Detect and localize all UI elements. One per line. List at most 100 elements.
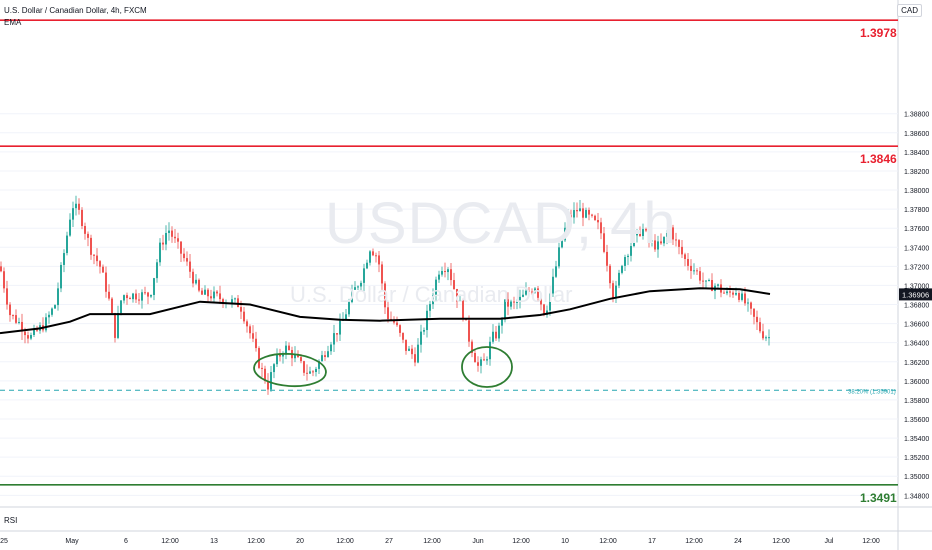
time-tick-label: 12:00 [336, 538, 354, 545]
candle-body [378, 255, 380, 265]
candle-body [330, 344, 332, 352]
candle-body [336, 333, 338, 335]
time-tick-label: 12:00 [685, 538, 703, 545]
price-tick-label: 1.36800 [904, 303, 929, 310]
candle-body [492, 331, 494, 342]
candle-body [537, 288, 539, 298]
candle-body [156, 262, 158, 279]
candle-body [81, 209, 83, 227]
candle-body [105, 272, 107, 292]
candle-body [279, 353, 281, 357]
candle-body [486, 359, 488, 361]
candle-body [645, 229, 647, 231]
candle-body [723, 292, 725, 294]
symbol-title[interactable]: U.S. Dollar / Canadian Dollar, 4h, FXCM [4, 6, 147, 15]
time-tick-label: 12:00 [512, 538, 530, 545]
candle-body [117, 312, 119, 338]
candle-body [603, 233, 605, 252]
candle-body [612, 283, 614, 299]
time-tick-label: 12:00 [862, 538, 880, 545]
candle-body [339, 320, 341, 335]
time-tick-label: 12:00 [161, 538, 179, 545]
price-tick-label: 1.38400 [904, 150, 929, 157]
candle-body [708, 280, 710, 282]
candle-body [639, 229, 641, 236]
candle-body [768, 337, 770, 339]
candle-body [702, 280, 704, 282]
candle-body [111, 298, 113, 313]
candle-body [447, 269, 449, 273]
time-tick-label: 10 [561, 538, 569, 545]
candle-body [729, 291, 731, 293]
price-tick-label: 1.37000 [904, 283, 929, 290]
candle-body [231, 299, 233, 303]
candle-body [165, 232, 167, 245]
candle-body [48, 314, 50, 318]
candle-body [204, 289, 206, 295]
candle-body [114, 312, 116, 338]
candle-body [693, 270, 695, 272]
candle-body [177, 238, 179, 242]
candle-body [558, 247, 560, 267]
candle-body [432, 295, 434, 305]
candle-body [264, 368, 266, 382]
candle-body [243, 311, 245, 322]
candle-body [90, 237, 92, 255]
ema-indicator-label[interactable]: EMA [4, 18, 22, 27]
candle-body [45, 317, 47, 331]
candle-body [276, 353, 278, 365]
time-tick-label: 12:00 [772, 538, 790, 545]
candle-body [78, 203, 80, 210]
candle-body [663, 236, 665, 244]
candle-body [747, 302, 749, 304]
price-tick-label: 1.38000 [904, 188, 929, 195]
candle-body [189, 261, 191, 272]
candle-body [63, 253, 65, 265]
time-tick-label: 12:00 [423, 538, 441, 545]
candle-body [15, 315, 17, 323]
candle-body [159, 242, 161, 263]
candle-body [102, 266, 104, 273]
candle-body [402, 332, 404, 340]
time-tick-label: Jul [825, 538, 834, 545]
candle-body [576, 210, 578, 212]
candle-body [282, 354, 284, 357]
candle-body [324, 355, 326, 357]
candle-body [717, 284, 719, 286]
time-tick-label: 13 [210, 538, 218, 545]
candle-body [180, 241, 182, 254]
candle-body [345, 314, 347, 320]
candle-body [186, 258, 188, 262]
candle-body [132, 293, 134, 300]
candle-body [312, 371, 314, 373]
time-tick-label: May [65, 538, 79, 545]
candle-body [240, 307, 242, 312]
candle-body [219, 293, 221, 300]
candle-body [234, 298, 236, 300]
candle-body [408, 348, 410, 351]
candle-body [657, 241, 659, 250]
candle-body [381, 264, 383, 284]
candle-body [468, 320, 470, 342]
candle-body [732, 292, 734, 295]
candle-body [372, 251, 374, 256]
candle-body [429, 304, 431, 311]
candle-body [564, 227, 566, 241]
candle-body [504, 299, 506, 320]
price-axis[interactable]: 1.38800 1.38600 1.38400 1.38200 1.38000 1.378… [899, 112, 932, 501]
candle-body [147, 292, 149, 297]
support-circle-left [253, 352, 327, 388]
candle-body [648, 230, 650, 241]
candle-body [498, 325, 500, 339]
time-axis[interactable]: 25 May 6 12:00 13 12:00 20 12:00 27 12:00 Jun 12:00… [0, 538, 880, 545]
candle-body [597, 219, 599, 223]
rsi-indicator-label[interactable]: RSI [4, 516, 18, 525]
candle-body [192, 271, 194, 284]
candle-body [150, 294, 152, 297]
candle-body [216, 291, 218, 294]
candle-body [315, 368, 317, 373]
currency-button[interactable]: CAD [897, 4, 922, 17]
candle-body [585, 209, 587, 218]
candle-body [273, 364, 275, 373]
